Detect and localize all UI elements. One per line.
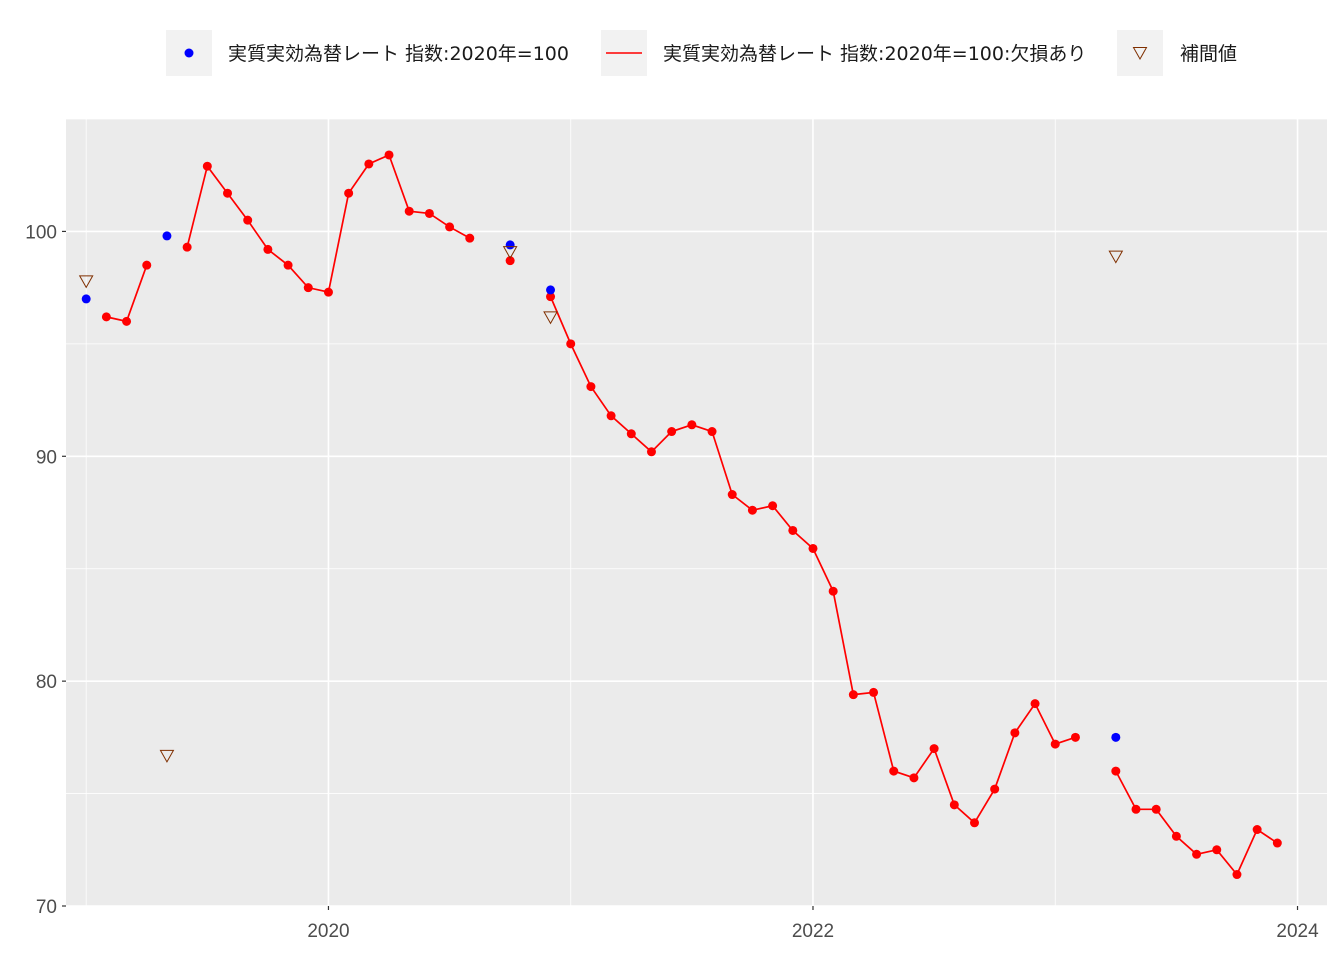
major-gridlines <box>66 119 1327 907</box>
y-tick-label: 70 <box>36 897 57 918</box>
red-data-point <box>142 260 152 270</box>
red-data-point <box>202 161 212 171</box>
y-tick-label: 80 <box>36 672 57 693</box>
red-data-point <box>344 188 354 198</box>
red-data-point <box>848 690 858 700</box>
interpolated-point-triangle-icon <box>78 275 94 289</box>
red-data-point <box>182 242 192 252</box>
red-data-point <box>586 382 596 392</box>
red-data-point <box>283 260 293 270</box>
blue-data-point <box>1111 732 1121 742</box>
red-data-point <box>263 244 273 254</box>
red-data-point <box>1131 804 1141 814</box>
x-tick-label: 2022 <box>792 921 834 942</box>
red-data-point <box>687 420 697 430</box>
red-data-point <box>505 256 515 266</box>
red-data-point <box>101 312 111 322</box>
red-data-point <box>909 773 919 783</box>
red-data-point <box>1272 838 1282 848</box>
red-data-point <box>808 543 818 553</box>
interpolated-point-triangle-icon <box>159 749 175 763</box>
red-data-point <box>122 316 132 326</box>
legend-key-triangle-down-icon <box>1132 47 1148 61</box>
red-data-point <box>747 505 757 515</box>
x-tick-label: 2024 <box>1276 921 1319 942</box>
red-data-point <box>1010 728 1020 738</box>
red-data-point <box>465 233 475 243</box>
red-data-point <box>788 525 798 535</box>
x-tick-label: 2020 <box>307 921 349 942</box>
red-data-point <box>1151 804 1161 814</box>
interpolated-point-triangle-icon <box>543 311 558 325</box>
red-data-point <box>646 447 656 457</box>
red-data-point <box>424 208 434 218</box>
legend-label-series-3: 補間値 <box>1180 43 1237 65</box>
blue-data-point <box>546 285 556 295</box>
red-data-point <box>949 800 959 810</box>
red-data-point <box>243 215 253 225</box>
legend: 実質実効為替レート 指数:2020年=100 実質実効為替レート 指数:2020… <box>166 30 1237 76</box>
y-tick-label: 100 <box>25 222 57 243</box>
red-data-point <box>828 586 838 596</box>
red-data-point <box>969 818 979 828</box>
data-marks <box>78 150 1282 880</box>
red-data-point <box>1030 699 1040 709</box>
red-data-point <box>1192 849 1202 859</box>
legend-key-background <box>1117 30 1163 76</box>
red-data-point <box>929 744 939 754</box>
interpolated-point-triangle-icon <box>502 246 518 260</box>
red-data-point <box>1212 845 1222 855</box>
minor-gridlines <box>66 118 1327 906</box>
red-data-point <box>1111 766 1121 776</box>
red-data-point <box>626 429 636 439</box>
red-data-point <box>1050 739 1060 749</box>
red-data-point <box>869 687 879 697</box>
red-data-point <box>1070 732 1080 742</box>
blue-data-point <box>162 231 172 241</box>
red-data-point <box>303 283 313 293</box>
red-data-point <box>727 490 737 500</box>
red-data-point <box>546 292 556 302</box>
legend-key-blue-point <box>184 48 194 58</box>
red-data-point <box>1252 825 1262 835</box>
red-data-point <box>364 159 374 169</box>
blue-data-point <box>81 294 91 304</box>
red-data-point <box>384 150 394 160</box>
red-data-point <box>404 206 414 216</box>
red-data-point <box>606 411 616 421</box>
legend-label-series-2: 実質実効為替レート 指数:2020年=100:欠損あり <box>663 43 1086 65</box>
red-data-point <box>223 188 233 198</box>
legend-label-series-1: 実質実効為替レート 指数:2020年=100 <box>228 43 569 65</box>
red-data-point <box>889 766 899 776</box>
y-tick-label: 90 <box>36 447 57 468</box>
red-data-point <box>667 427 677 437</box>
red-data-point <box>566 339 576 349</box>
red-data-point <box>990 784 1000 794</box>
red-data-point <box>445 222 455 232</box>
plot-panel <box>66 119 1327 906</box>
red-data-point <box>1171 831 1181 841</box>
red-data-point <box>1232 870 1242 880</box>
interpolated-point-triangle-icon <box>1108 250 1124 264</box>
axes: 70 80 90 100 2020 2022 2024 <box>25 222 1319 942</box>
blue-data-point <box>505 240 515 250</box>
red-data-point <box>323 287 333 297</box>
red-data-point <box>768 501 778 511</box>
red-data-point <box>707 427 717 437</box>
